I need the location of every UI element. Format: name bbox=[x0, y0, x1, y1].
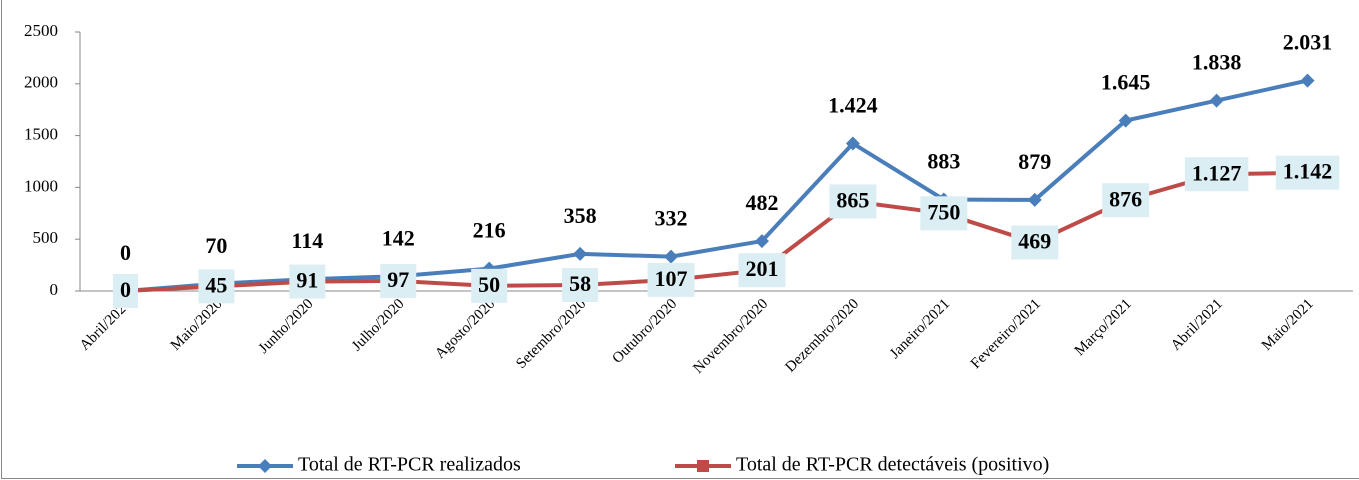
label-background bbox=[562, 267, 599, 302]
x-tick-label: Agosto/2020 bbox=[432, 296, 498, 362]
label-background bbox=[1184, 157, 1249, 192]
data-label: 482 bbox=[745, 190, 778, 215]
data-label-box: 107 bbox=[647, 262, 695, 297]
label-background bbox=[920, 196, 968, 231]
data-label: 58 bbox=[569, 271, 591, 296]
data-label: 883 bbox=[927, 149, 960, 174]
legend-label: Total de RT-PCR detectáveis (positivo) bbox=[736, 454, 1049, 476]
x-tick-label: Abril/2021 bbox=[1168, 296, 1226, 354]
data-label-box: 45 bbox=[198, 269, 235, 304]
marker bbox=[845, 136, 860, 151]
x-tick-label: Junho/2020 bbox=[256, 296, 317, 357]
marker bbox=[1209, 93, 1224, 108]
data-label-box: 201 bbox=[738, 253, 786, 288]
marker bbox=[1300, 73, 1315, 88]
data-label: 358 bbox=[564, 203, 597, 228]
x-tick-label: Março/2021 bbox=[1072, 296, 1135, 359]
label-background bbox=[647, 262, 695, 297]
label-background bbox=[829, 184, 877, 219]
data-label: 332 bbox=[655, 206, 688, 231]
y-tick-label: 2000 bbox=[24, 73, 58, 92]
y-tick-label: 0 bbox=[50, 280, 59, 299]
data-label: 1.424 bbox=[828, 93, 878, 118]
label-background bbox=[1275, 155, 1340, 190]
data-label: 216 bbox=[473, 218, 506, 243]
label-background bbox=[471, 268, 508, 303]
data-label: 0 bbox=[120, 240, 131, 265]
x-tick-label: Janeiro/2021 bbox=[887, 296, 953, 362]
marker bbox=[754, 234, 769, 249]
label-background bbox=[1102, 183, 1150, 218]
data-label: 1.645 bbox=[1101, 70, 1151, 95]
data-label-box: 865 bbox=[829, 184, 877, 219]
data-label-box: 97 bbox=[380, 263, 417, 298]
data-label: 97 bbox=[387, 267, 409, 292]
data-label-box: 58 bbox=[562, 267, 599, 302]
data-label: 50 bbox=[478, 272, 500, 297]
marker bbox=[697, 460, 709, 472]
marker bbox=[664, 249, 679, 264]
data-label: 1.127 bbox=[1192, 160, 1242, 185]
data-label-box: 1.142 bbox=[1275, 155, 1340, 190]
marker bbox=[1027, 192, 1042, 207]
data-label: 107 bbox=[655, 266, 688, 291]
data-label: 1.838 bbox=[1192, 50, 1242, 75]
data-label: 2.031 bbox=[1283, 30, 1333, 55]
data-label-box: 1.127 bbox=[1184, 157, 1249, 192]
x-tick-label: Novembro/2020 bbox=[690, 296, 771, 377]
data-label: 201 bbox=[745, 256, 778, 281]
x-tick-label: Dezembro/2020 bbox=[783, 296, 863, 376]
y-tick-label: 1500 bbox=[24, 125, 58, 144]
data-label: 91 bbox=[296, 268, 318, 293]
data-label-box: 876 bbox=[1102, 183, 1150, 218]
data-label: 879 bbox=[1018, 149, 1051, 174]
data-label-box: 50 bbox=[471, 268, 508, 303]
data-label: 876 bbox=[1109, 186, 1142, 211]
x-tick-label: Setembro/2020 bbox=[513, 296, 589, 372]
legend-label: Total de RT-PCR realizados bbox=[298, 454, 521, 476]
data-label: 142 bbox=[382, 225, 415, 250]
data-label-box: 750 bbox=[920, 196, 968, 231]
label-background bbox=[112, 274, 138, 308]
label-background bbox=[289, 264, 326, 299]
data-label-box: 0 bbox=[112, 274, 138, 308]
x-tick-label: Fevereiro/2021 bbox=[968, 296, 1044, 372]
x-tick-label: Maio/2021 bbox=[1259, 296, 1317, 354]
data-label: 70 bbox=[205, 233, 227, 258]
data-label: 865 bbox=[836, 187, 869, 212]
marker bbox=[258, 459, 272, 473]
label-background bbox=[380, 263, 417, 298]
data-label: 469 bbox=[1018, 228, 1051, 253]
marker bbox=[1118, 113, 1133, 128]
x-tick-label: Julho/2020 bbox=[349, 296, 407, 354]
data-label: 0 bbox=[120, 277, 131, 302]
y-tick-label: 2500 bbox=[24, 21, 58, 40]
label-background bbox=[1011, 225, 1059, 260]
y-tick-label: 1000 bbox=[24, 176, 58, 195]
label-background bbox=[738, 253, 786, 288]
x-tick-label: Outubro/2020 bbox=[609, 296, 680, 367]
data-label: 750 bbox=[927, 199, 960, 224]
marker bbox=[573, 246, 588, 261]
data-label-box: 91 bbox=[289, 264, 326, 299]
data-label: 1.142 bbox=[1283, 159, 1333, 184]
x-tick-label: Maio/2020 bbox=[168, 296, 226, 354]
data-label-box: 469 bbox=[1011, 225, 1059, 260]
y-tick-label: 500 bbox=[33, 228, 59, 247]
data-label: 45 bbox=[205, 272, 227, 297]
data-label: 114 bbox=[291, 228, 323, 253]
label-background bbox=[198, 269, 235, 304]
